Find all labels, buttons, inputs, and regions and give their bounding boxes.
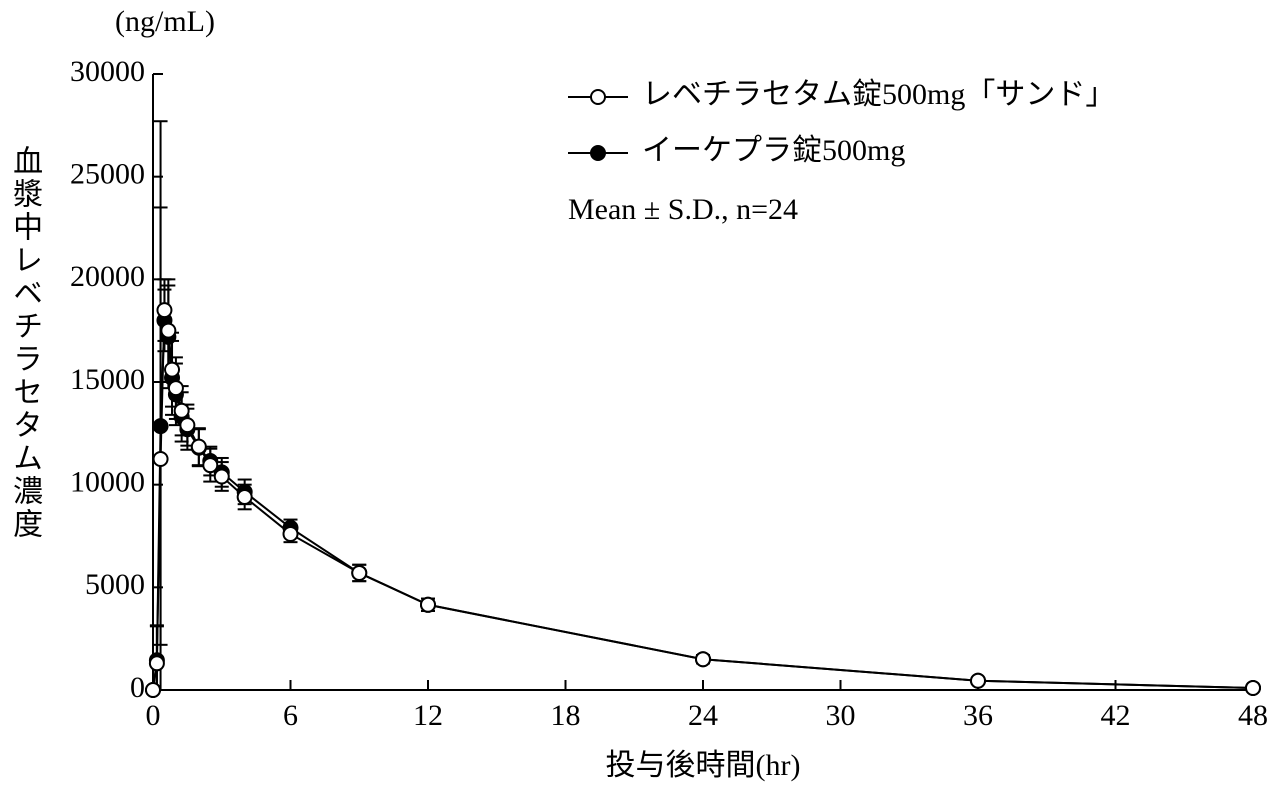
y-tick-label: 30000 <box>70 55 145 88</box>
legend-label: イーケプラ錠500mg <box>642 134 905 167</box>
marker <box>160 322 177 339</box>
x-tick-label: 6 <box>283 699 298 732</box>
marker <box>236 488 253 505</box>
marker <box>152 451 169 467</box>
marker <box>695 651 711 668</box>
legend-marker <box>590 145 606 161</box>
y-tick-label: 0 <box>130 671 145 704</box>
series-line <box>152 320 1254 691</box>
marker <box>173 402 190 419</box>
marker <box>202 457 219 474</box>
x-tick-label: 42 <box>1101 699 1131 732</box>
x-tick-label: 12 <box>413 699 443 732</box>
marker <box>420 596 436 613</box>
marker <box>156 302 173 319</box>
marker <box>152 418 169 435</box>
x-tick-label: 36 <box>963 699 993 732</box>
x-tick-label: 0 <box>146 699 161 732</box>
x-tick-label: 48 <box>1238 699 1268 732</box>
y-unit: (ng/mL) <box>115 5 215 38</box>
x-axis-label: 投与後時間(hr) <box>606 749 801 782</box>
marker <box>351 564 368 581</box>
y-axis-label: 血漿中レベチラセタム濃度 <box>8 145 43 541</box>
legend-label: レベチラセタム錠500mg「サンド」 <box>642 78 1115 111</box>
marker <box>970 672 986 689</box>
marker <box>190 438 207 455</box>
marker <box>145 682 161 698</box>
annotation: Mean ± S.D., n=24 <box>568 193 798 226</box>
legend-marker <box>590 89 606 105</box>
marker <box>282 525 299 542</box>
x-tick-label: 18 <box>551 699 581 732</box>
marker <box>1245 679 1261 696</box>
marker <box>148 655 165 672</box>
x-tick-label: 30 <box>826 699 856 732</box>
marker <box>213 468 230 485</box>
y-tick-label: 25000 <box>70 158 145 191</box>
series-line <box>152 309 1254 691</box>
marker <box>164 361 181 378</box>
marker <box>179 417 196 434</box>
y-tick-label: 15000 <box>70 363 145 396</box>
x-tick-label: 24 <box>688 699 718 732</box>
y-tick-label: 20000 <box>70 260 145 293</box>
y-tick-label: 5000 <box>85 568 145 601</box>
marker <box>167 380 184 397</box>
y-tick-label: 10000 <box>70 466 145 499</box>
